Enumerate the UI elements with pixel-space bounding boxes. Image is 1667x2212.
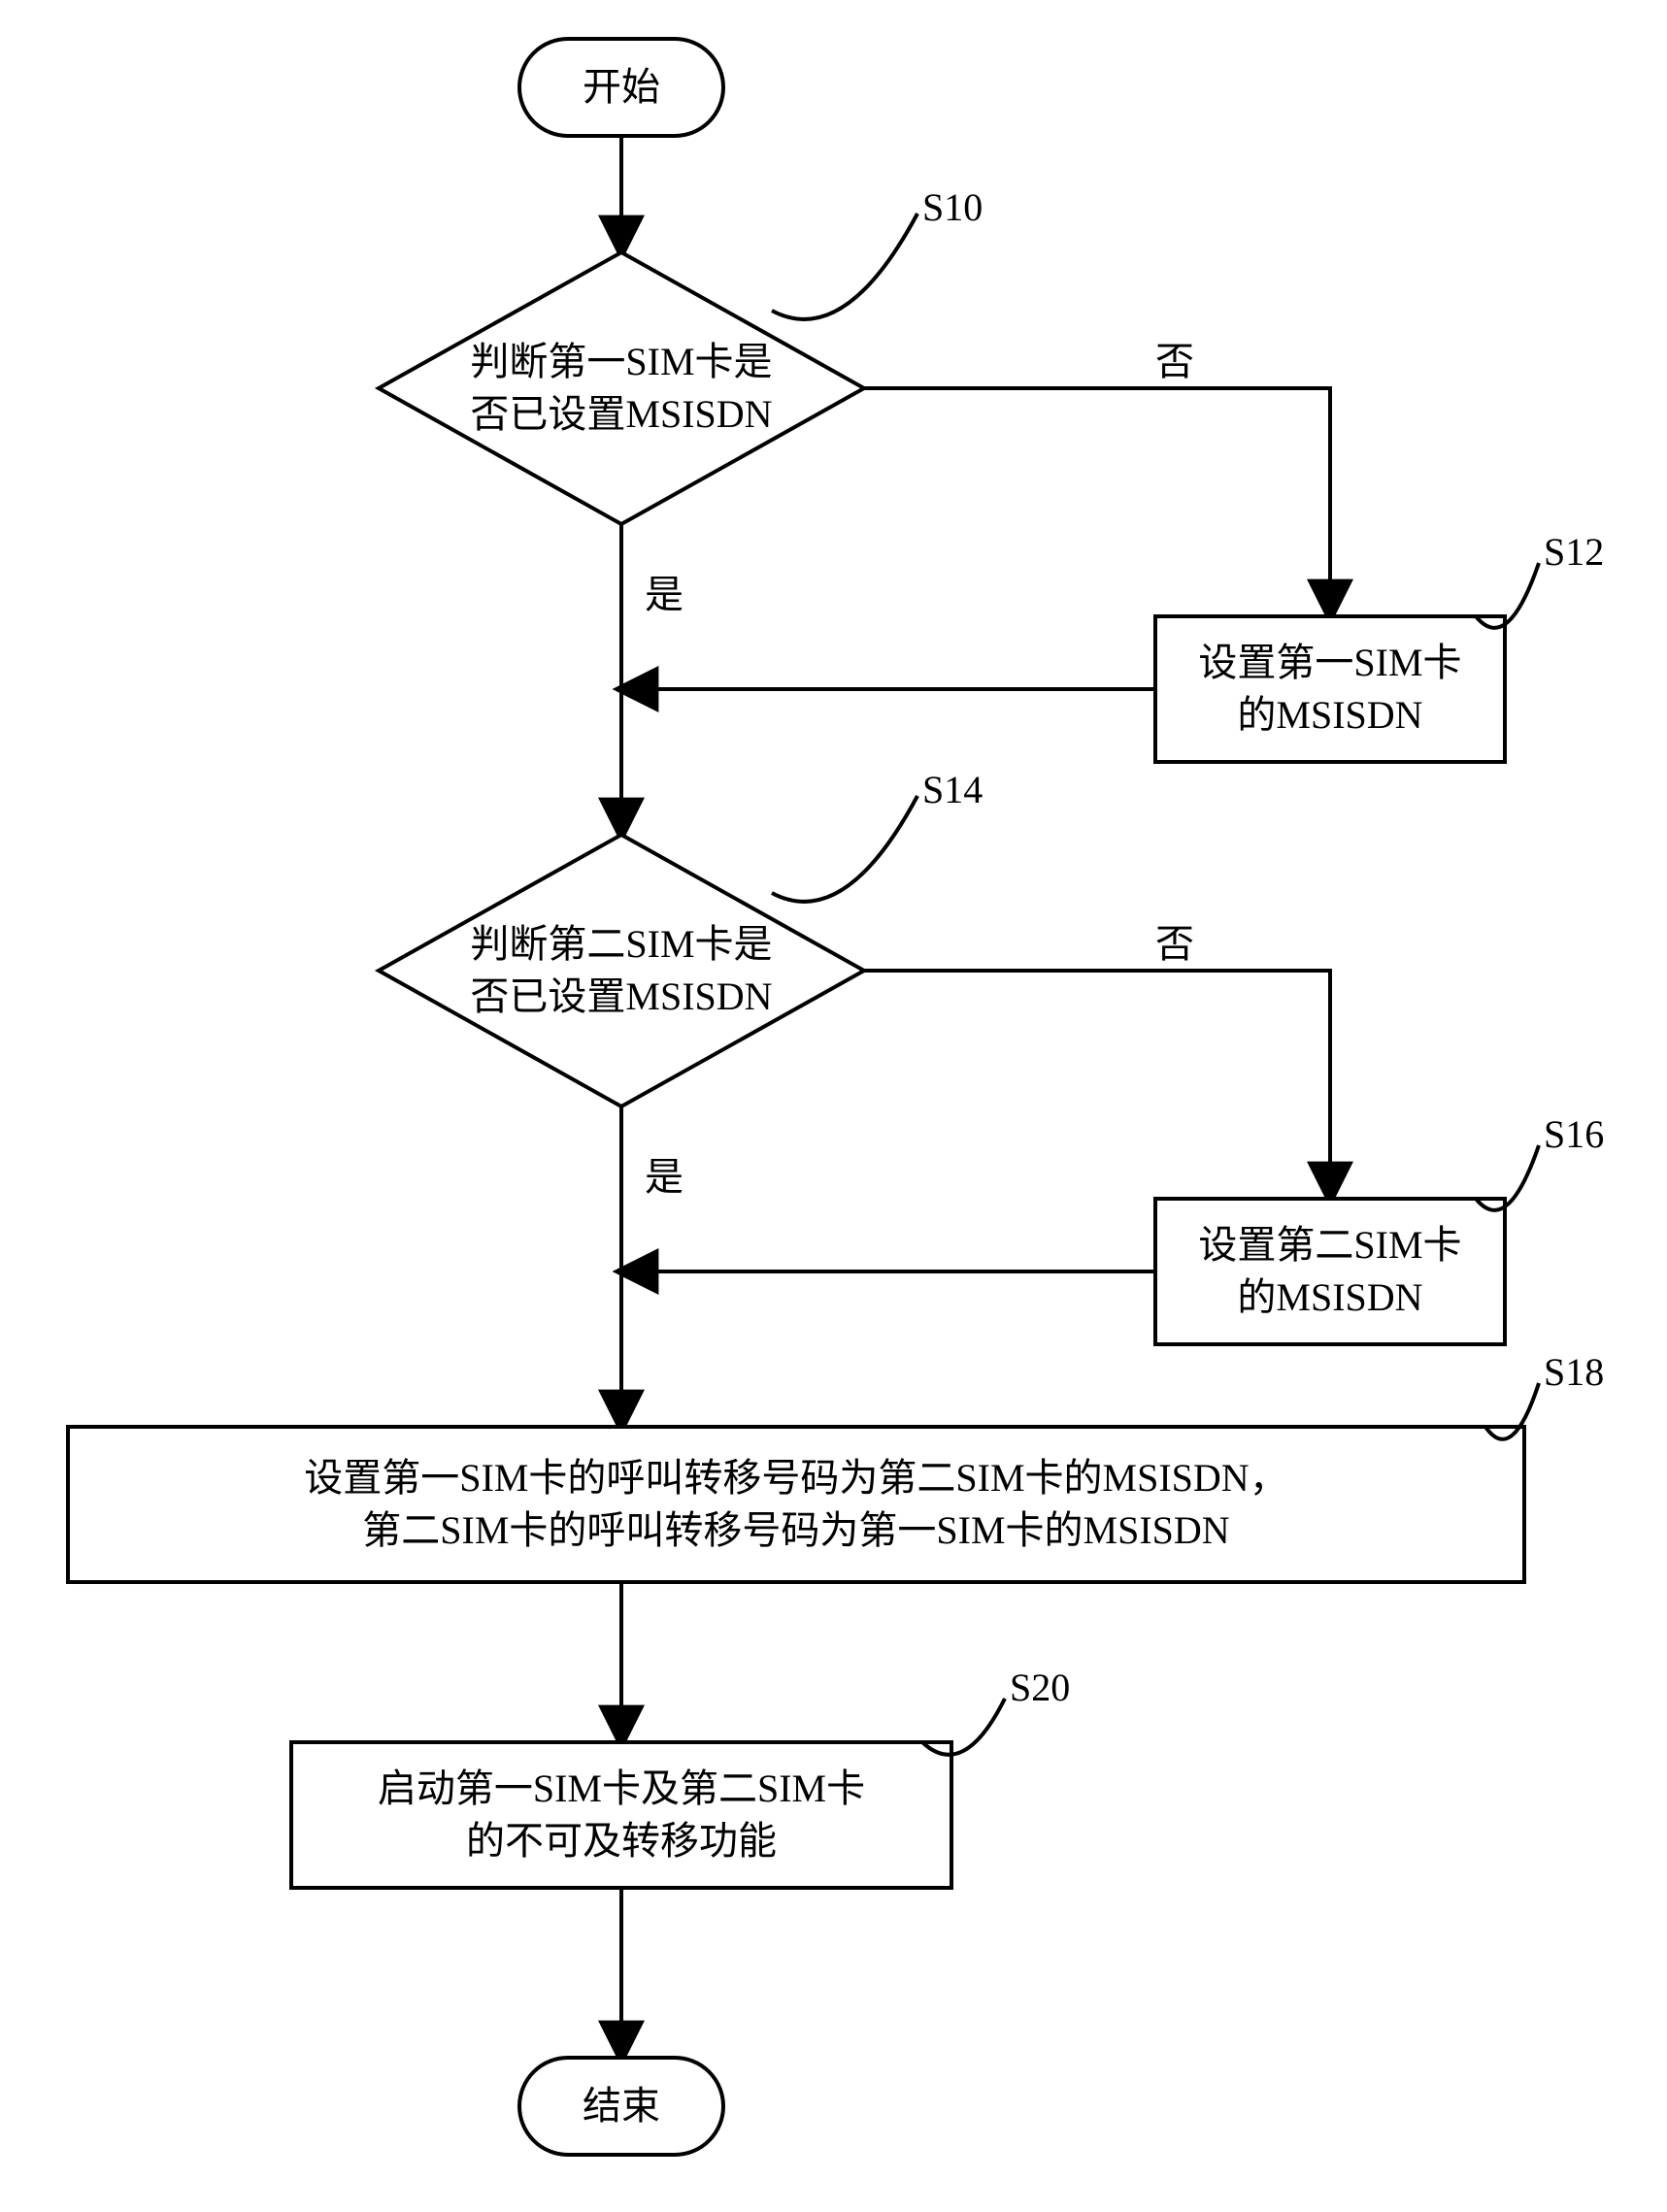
start-terminator: 开始 — [519, 39, 723, 136]
step-label-s12: S12 — [1544, 529, 1604, 575]
end-terminator: 结束 — [519, 2058, 723, 2155]
process-enable-forwarding: 启动第一SIM卡及第二SIM卡 的不可及转移功能 — [301, 1742, 942, 1888]
decision-sim1-msisdn: 判断第一SIM卡是 否已设置MSISDN — [427, 293, 816, 483]
step-label-s20: S20 — [1010, 1665, 1070, 1710]
edge-yes-d1: 是 — [645, 563, 683, 619]
decision-sim2-msisdn: 判断第二SIM卡是 否已设置MSISDN — [427, 875, 816, 1066]
process-set-sim1-msisdn: 设置第一SIM卡 的MSISDN — [1155, 616, 1505, 762]
edge-yes-d2: 是 — [645, 1145, 683, 1202]
process-set-sim2-msisdn: 设置第二SIM卡 的MSISDN — [1155, 1199, 1505, 1344]
step-label-s18: S18 — [1544, 1349, 1604, 1395]
step-label-s10: S10 — [922, 184, 983, 230]
step-label-s14: S14 — [922, 767, 983, 812]
step-label-s16: S16 — [1544, 1111, 1604, 1157]
process-set-forwarding: 设置第一SIM卡的呼叫转移号码为第二SIM卡的MSISDN， 第二SIM卡的呼叫… — [87, 1427, 1505, 1582]
edge-no-d2: 否 — [1155, 912, 1194, 969]
edge-no-d1: 否 — [1155, 330, 1194, 386]
